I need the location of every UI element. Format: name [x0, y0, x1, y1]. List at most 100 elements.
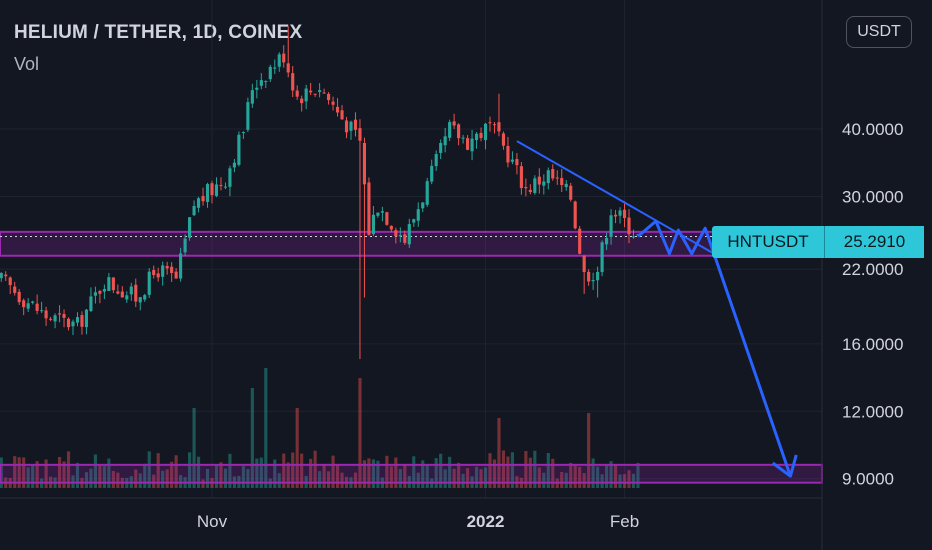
candle-body [519, 166, 523, 189]
x-tick-label: Nov [197, 512, 228, 531]
candle-body [631, 236, 636, 238]
volume-bar [62, 461, 66, 488]
candle-body [102, 289, 106, 292]
drawing-annotations [516, 140, 798, 478]
volume-bar [510, 452, 514, 488]
candle-body [44, 310, 48, 319]
volume-bar [560, 471, 564, 488]
candle-body [309, 90, 313, 93]
volume-bar [179, 474, 183, 488]
volume-bar [31, 465, 35, 488]
candle-body [528, 189, 532, 192]
candle-body [31, 301, 35, 303]
volume-bar [84, 472, 89, 488]
currency-button[interactable]: USDT [846, 16, 912, 48]
volume-bar [362, 460, 367, 488]
candle-body [93, 292, 97, 296]
candle-body [183, 238, 187, 253]
candle-body [416, 209, 420, 221]
y-tick-label: 22.0000 [842, 260, 903, 279]
candle-body [264, 81, 268, 83]
volume-bar [0, 457, 3, 488]
candle-body [291, 73, 295, 91]
volume-bar [488, 453, 492, 488]
candle-body [578, 228, 582, 254]
candle-body [174, 271, 178, 279]
volume-bar [295, 408, 299, 488]
volume-bar [214, 464, 219, 488]
volume-bar [93, 454, 97, 488]
candle-body [407, 224, 411, 245]
candle-body [152, 270, 156, 276]
candle-body [313, 93, 317, 95]
candle-body [196, 198, 201, 208]
price-axis[interactable]: 40.0000 30.0000 22.0000 16.0000 12.0000 9.000… [842, 120, 903, 489]
candle-body [98, 291, 102, 294]
candle-body [4, 274, 8, 277]
candle-body [35, 303, 39, 311]
candle-body [569, 185, 573, 200]
candle-body [430, 165, 434, 182]
candle-body [488, 122, 492, 124]
volume-bar [600, 474, 604, 488]
candle-body [501, 133, 506, 146]
volume-bar [156, 453, 160, 488]
candle-body [228, 168, 232, 187]
candle-body [421, 202, 425, 209]
volume-bar [147, 451, 151, 488]
volume-bar [479, 469, 483, 488]
volume-indicator-label[interactable]: Vol [14, 54, 40, 74]
volume-bar [609, 461, 613, 488]
volume-bar [506, 456, 510, 488]
volume-bar [587, 413, 591, 488]
candle-body [107, 277, 111, 291]
volume-bar [533, 450, 537, 488]
volume-bar [26, 467, 30, 488]
candle-body [161, 265, 165, 277]
volume-bar [174, 455, 178, 488]
candle-body [286, 63, 290, 73]
candle-body [268, 66, 272, 80]
volume-bar [98, 464, 102, 488]
volume-bar [246, 469, 250, 488]
candle-body [201, 196, 205, 202]
volume-bar [564, 472, 568, 488]
volume-bar [483, 467, 488, 488]
volume-bar [205, 468, 210, 488]
price-tag-value: 25.2910 [824, 226, 924, 258]
candle-body [0, 272, 3, 279]
candle-body [533, 178, 537, 193]
candle-body [515, 159, 519, 166]
candle-body [376, 212, 380, 216]
volume-bar [376, 460, 380, 488]
candle-body [26, 303, 30, 309]
candle-body [165, 265, 169, 269]
candle-body [322, 92, 326, 94]
candle-body [371, 214, 375, 235]
volume-bar [219, 462, 223, 488]
volume-bar [403, 464, 407, 488]
candle-body [170, 266, 174, 273]
volume-bar [165, 469, 169, 488]
volume-bar [66, 451, 71, 488]
candle-body [474, 133, 479, 141]
candle-body [71, 321, 75, 327]
x-tick-label: Feb [610, 512, 639, 531]
volume-bar [573, 465, 577, 488]
candle-body [358, 128, 362, 141]
time-axis[interactable]: Nov 2022 Feb [197, 512, 639, 531]
volume-bar [622, 474, 627, 488]
candle-body [214, 184, 219, 196]
volume-bar [398, 468, 402, 488]
volume-bar [358, 378, 362, 488]
candle-body [555, 177, 559, 179]
volume-bar [291, 452, 295, 488]
candle-body [479, 132, 483, 138]
volume-bar [318, 471, 322, 488]
candle-body [255, 87, 259, 90]
volume-bar [618, 474, 622, 488]
candle-body [13, 286, 17, 293]
volume-bar [335, 464, 340, 488]
volume-bar [22, 457, 26, 488]
